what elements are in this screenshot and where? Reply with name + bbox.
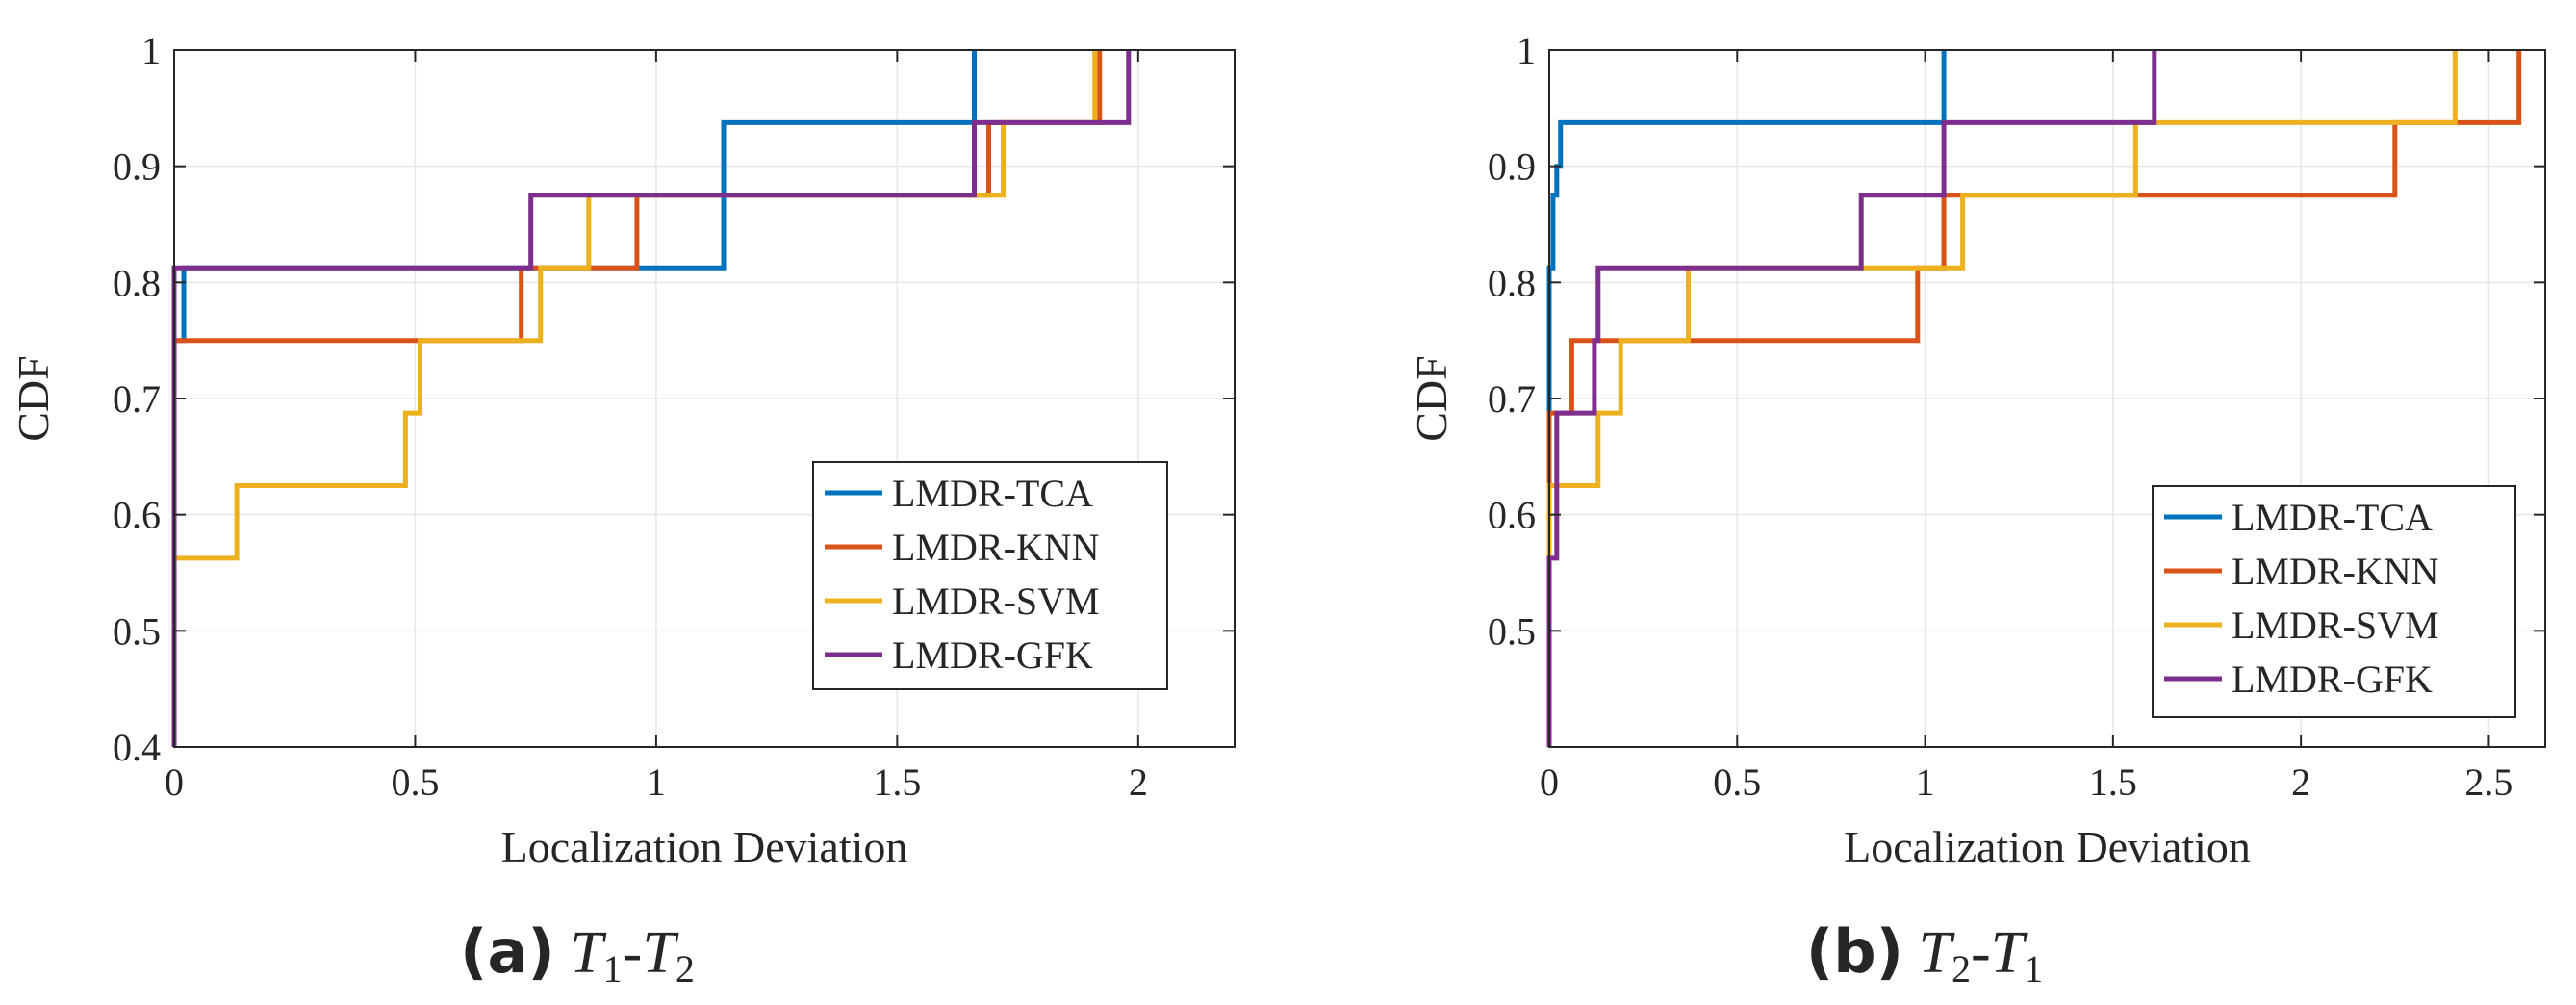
- y-tick-label: 0.4: [113, 726, 161, 769]
- y-axis-label: CDF: [9, 355, 58, 441]
- panel-caption: (a) T1-T2: [460, 916, 695, 991]
- series-line-lmdr-gfk: [171, 50, 1132, 747]
- y-tick-label: 0.9: [1488, 145, 1536, 189]
- x-tick-label: 1.5: [2089, 760, 2137, 804]
- y-tick-label: 0.8: [1488, 261, 1536, 304]
- y-tick-label: 0.7: [1488, 377, 1536, 421]
- y-tick-label: 1: [141, 29, 161, 72]
- y-tick-label: 0.6: [113, 494, 161, 537]
- caption-text1: T: [570, 920, 607, 986]
- x-tick-label: 0: [165, 760, 184, 804]
- caption-space: [555, 920, 571, 986]
- legend-label: LMDR-GFK: [892, 633, 1093, 677]
- y-axis-label: CDF: [1407, 355, 1456, 441]
- caption-sub1: 1: [603, 947, 623, 991]
- y-tick-label: 0.5: [113, 609, 161, 653]
- caption-sub2: 2: [676, 947, 695, 991]
- y-tick-label: 0.5: [1488, 609, 1536, 653]
- series-line-lmdr-svm: [174, 50, 1098, 561]
- caption-sub1: 2: [1951, 947, 1971, 991]
- caption-letter: (b): [1806, 916, 1903, 987]
- legend-label: LMDR-TCA: [2232, 496, 2433, 539]
- legend-label: LMDR-SVM: [892, 580, 1100, 623]
- caption-dash: -: [1971, 920, 1991, 986]
- legend-label: LMDR-GFK: [2232, 657, 2433, 701]
- chart-panel-b: 0 0.5 1 1.5 2 2.5 0.5 0.6 0.7 0.8 0.9 1 Localization…: [1407, 29, 2546, 991]
- y-tick-label: 0.9: [113, 145, 161, 189]
- caption-text2: T: [642, 920, 679, 986]
- legend-box: [812, 461, 1168, 690]
- caption-sub2: 1: [2024, 947, 2043, 991]
- y-tick-label: 0.7: [113, 377, 161, 421]
- x-tick-label: 1: [1916, 760, 1935, 804]
- legend-label: LMDR-SVM: [2232, 604, 2439, 647]
- x-tick-label: 2: [2291, 760, 2310, 804]
- chart-panel-a: 0 0.5 1 1.5 2 0.4 0.5 0.6 0.7 0.8 0.9 1 Localization…: [9, 29, 1236, 991]
- legend-label: LMDR-TCA: [892, 472, 1093, 515]
- caption-dash: -: [623, 920, 643, 986]
- x-tick-label: 0.5: [391, 760, 439, 804]
- panel-caption: (b) T2-T1: [1806, 916, 2043, 991]
- y-tick-label: 0.6: [1488, 494, 1536, 537]
- legend-label: LMDR-KNN: [892, 526, 1100, 569]
- x-axis-label: Localization Deviation: [1844, 822, 2251, 871]
- x-tick-label: 1: [647, 760, 666, 804]
- series-line-lmdr-svm: [1546, 50, 2458, 558]
- caption-text1: T: [1918, 920, 1955, 986]
- x-tick-label: 0.5: [1713, 760, 1761, 804]
- caption-letter: (a): [460, 916, 555, 987]
- caption-text2: T: [1991, 920, 2028, 986]
- legend-label: LMDR-KNN: [2232, 550, 2439, 593]
- x-axis-label: Localization Deviation: [501, 822, 908, 871]
- y-tick-label: 0.8: [113, 261, 161, 304]
- x-tick-label: 2: [1129, 760, 1148, 804]
- series-line-lmdr-tca: [1546, 50, 1947, 414]
- series-line-lmdr-gfk: [1546, 50, 2157, 747]
- x-tick-label: 0: [1540, 760, 1559, 804]
- x-tick-label: 1.5: [873, 760, 921, 804]
- caption-space: [1903, 920, 1919, 986]
- x-tick-label: 2.5: [2464, 760, 2512, 804]
- y-tick-label: 1: [1517, 29, 1536, 72]
